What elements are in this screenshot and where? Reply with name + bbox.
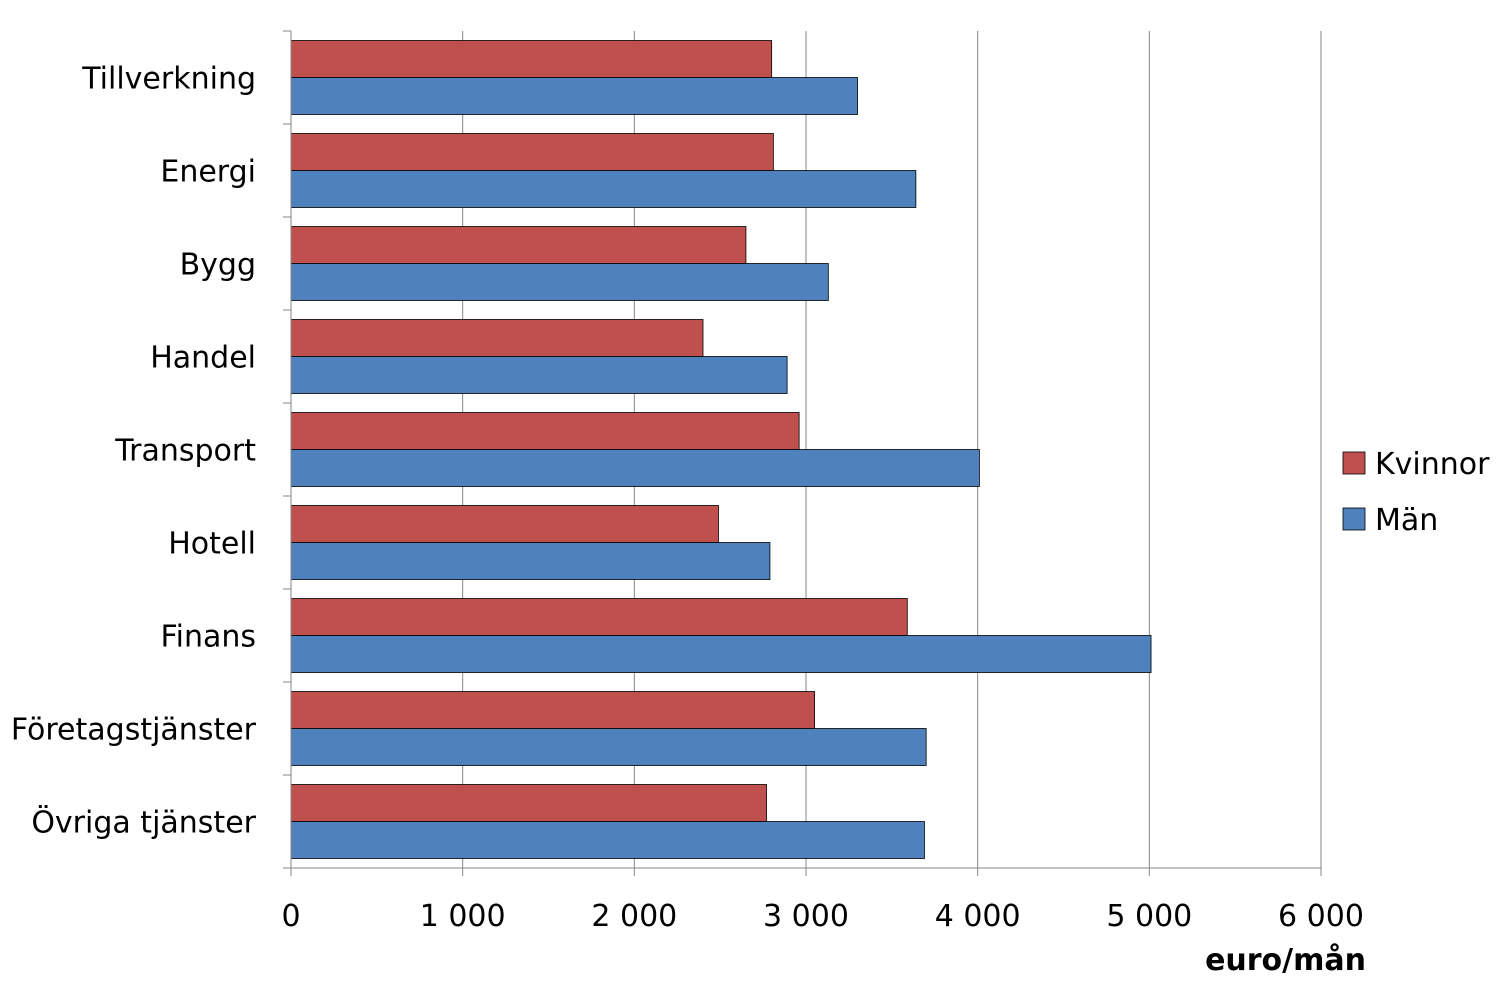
legend: Kvinnor Män	[1342, 447, 1490, 538]
x-tick-label: 6 000	[1278, 899, 1364, 934]
category-label: Handel	[150, 341, 256, 376]
bar-man	[290, 356, 788, 394]
category-label: Övriga tjänster	[31, 805, 256, 841]
bar-kvinnor	[290, 319, 704, 357]
x-axis-unit-label: euro/mån	[1205, 942, 1366, 978]
x-tick-label: 5 000	[1106, 899, 1192, 934]
legend-label: Kvinnor	[1375, 447, 1490, 482]
category-label: Företagstjänster	[11, 713, 257, 748]
x-tick-label: 1 000	[420, 899, 506, 934]
bar-kvinnor	[290, 598, 908, 636]
bar-man	[290, 728, 927, 766]
bars	[290, 40, 1152, 859]
bar-kvinnor	[290, 412, 800, 450]
category-label: Hotell	[168, 527, 256, 562]
tick-labels: 0 1 000 2 000 3 000 4 000 5 000 6 000	[281, 899, 1363, 934]
legend-swatch	[1342, 507, 1366, 531]
category-label: Bygg	[180, 248, 256, 283]
bar-man	[290, 635, 1152, 673]
axes	[283, 30, 1322, 876]
bar-man	[290, 821, 925, 859]
category-label: Energi	[160, 155, 256, 190]
bar-man	[290, 449, 980, 487]
legend-label: Män	[1375, 503, 1438, 538]
x-tick-label: 2 000	[591, 899, 677, 934]
legend-swatch	[1342, 451, 1366, 475]
bar-man	[290, 263, 829, 301]
bar-kvinnor	[290, 133, 774, 171]
bar-kvinnor	[290, 691, 815, 729]
bar-kvinnor	[290, 784, 767, 822]
category-labels: Tillverkning Energi Bygg Handel Transport Hot…	[11, 62, 257, 841]
x-tick-label: 0	[281, 899, 300, 934]
bar-kvinnor	[290, 226, 747, 264]
x-tick-label: 3 000	[763, 899, 849, 934]
bar-kvinnor	[290, 40, 773, 78]
bar-man	[290, 170, 917, 208]
bar-man	[290, 542, 771, 580]
category-label: Tillverkning	[81, 62, 256, 97]
x-tick-label: 4 000	[935, 899, 1021, 934]
bar-man	[290, 77, 858, 115]
category-label: Finans	[161, 620, 256, 655]
bar-kvinnor	[290, 505, 719, 543]
category-label: Transport	[114, 434, 256, 469]
